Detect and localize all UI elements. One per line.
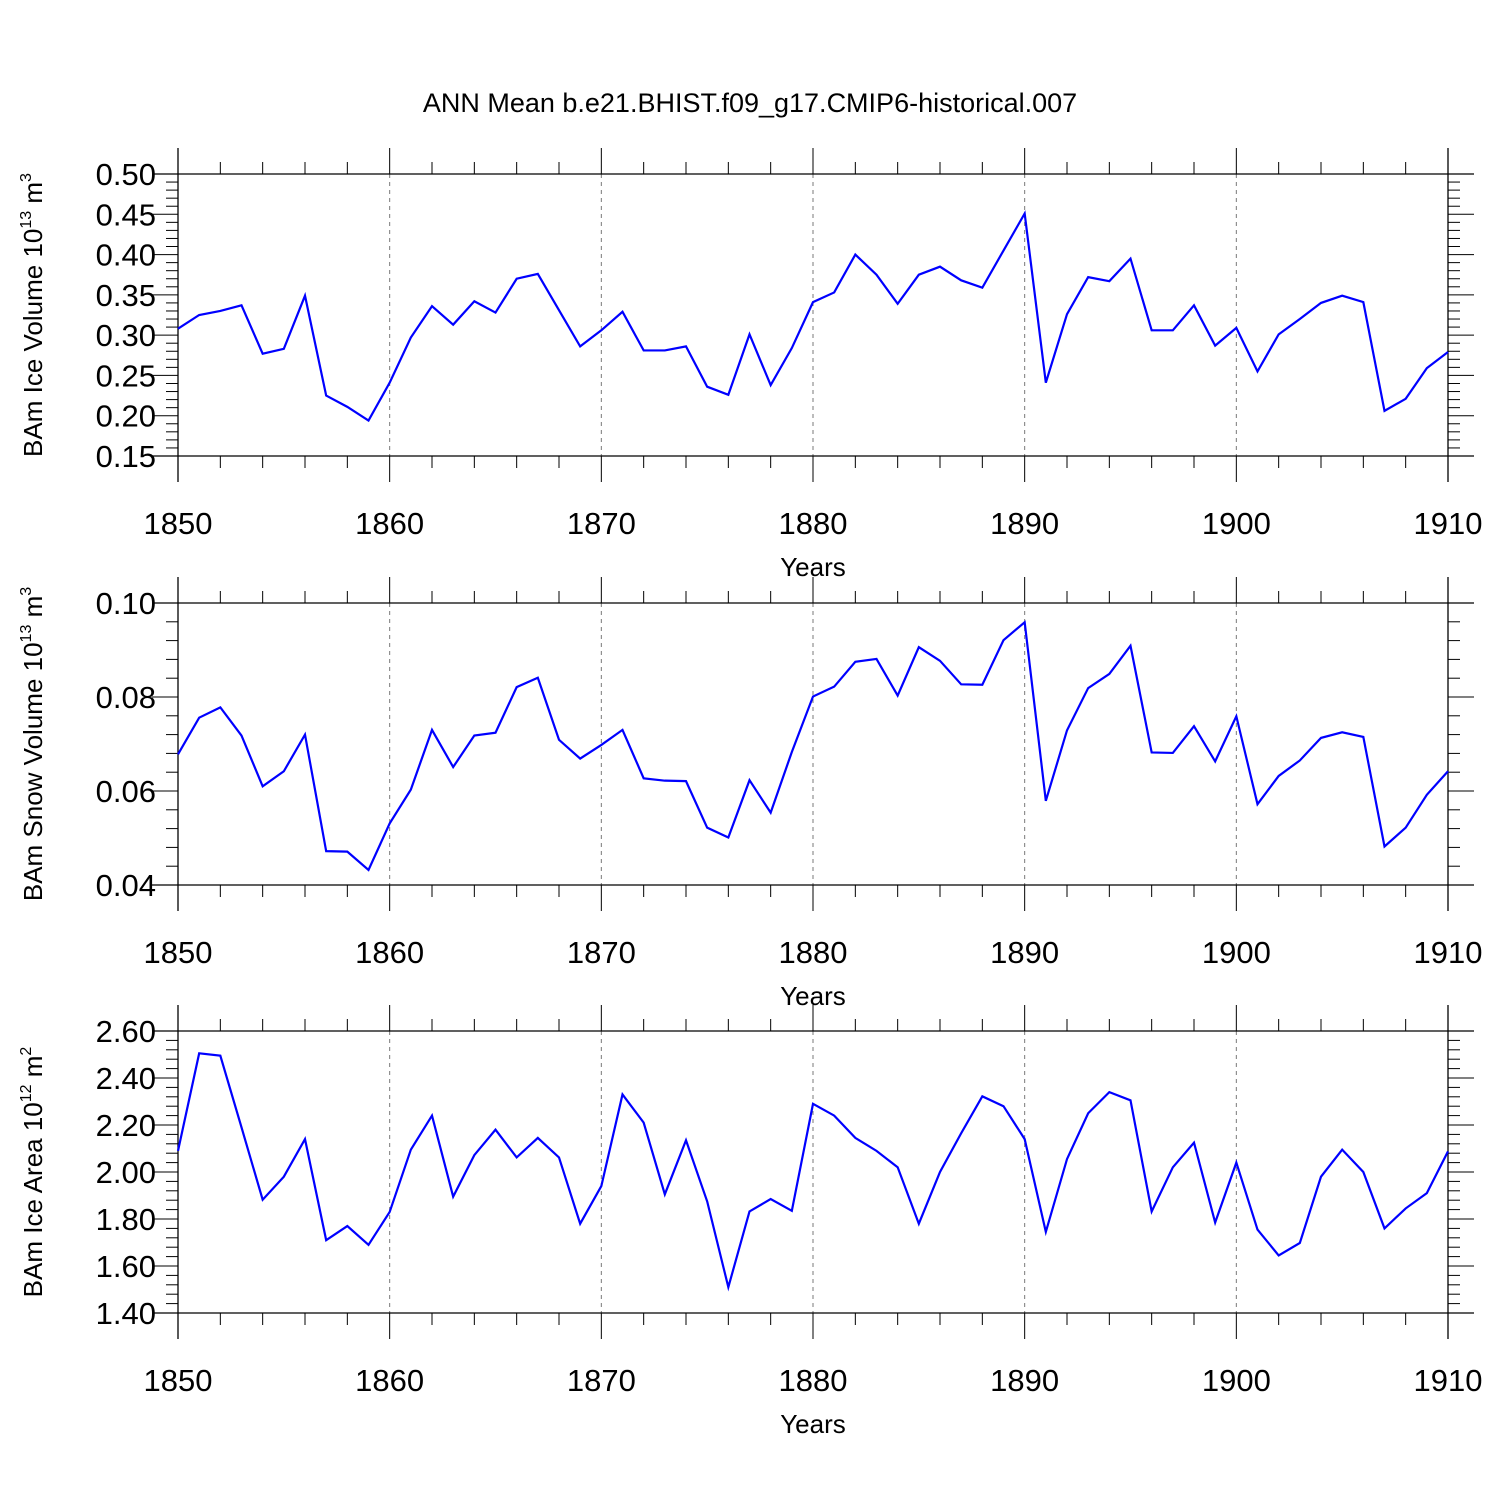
panel-2: 1850 1860 1870 1880 1890 1900 1910 0.04 0.06 0.08… [18,577,1482,1011]
x-tick-label: 1890 [990,935,1059,970]
x-tick-label: 1890 [990,506,1059,541]
x-tick-label: 1880 [779,1363,848,1398]
y-axis-label: BAm Ice Volume 1013 m3 [18,173,48,457]
y-tick-label: 2.20 [96,1108,156,1143]
x-tick-label: 1860 [355,1363,424,1398]
y-tick-label: 1.80 [96,1202,156,1237]
series-line [177,210,1449,423]
y-tick-label: 0.06 [96,774,156,809]
x-tick-label: 1860 [355,935,424,970]
y-tick-label: 0.30 [96,318,156,353]
y-axis-label: BAm Snow Volume 1013 m3 [18,587,48,901]
x-tick-label: 1910 [1414,506,1483,541]
x-tick-label: 1900 [1202,506,1271,541]
y-tick-label: 0.45 [96,197,156,232]
x-tick-label: 1850 [144,506,213,541]
y-tick-label: 2.60 [96,1014,156,1049]
x-tick-label: 1850 [144,1363,213,1398]
y-tick-label: 0.08 [96,680,156,715]
x-tick-label: 1880 [779,506,848,541]
x-tick-label: 1860 [355,506,424,541]
y-tick-label: 0.25 [96,358,156,393]
x-tick-label: 1850 [144,935,213,970]
y-tick-label: 0.15 [96,439,156,474]
y-tick-label: 0.40 [96,238,156,273]
x-tick-label: 1900 [1202,935,1271,970]
y-tick-label: 1.40 [96,1296,156,1331]
panel-3: 1850 1860 1870 1880 1890 1900 1910 1.40 1.60 1.80… [18,1005,1482,1439]
x-tick-label: 1880 [779,935,848,970]
panel-1: 1850 1860 1870 1880 1890 1900 1910 0.15 0.20 0.25… [18,148,1482,582]
x-tick-label: 1910 [1414,1363,1483,1398]
x-tick-label: 1910 [1414,935,1483,970]
chart-title: ANN Mean b.e21.BHIST.f09_g17.CMIP6-histo… [423,88,1077,118]
y-tick-label: 2.40 [96,1061,156,1096]
y-tick-label: 0.20 [96,399,156,434]
y-tick-label: 1.60 [96,1249,156,1284]
x-tick-label: 1870 [567,506,636,541]
y-tick-label: 0.35 [96,278,156,313]
x-axis-label: Years [780,1409,846,1439]
x-tick-label: 1870 [567,1363,636,1398]
series-line [177,620,1449,872]
y-tick-label: 0.10 [96,586,156,621]
x-tick-label: 1900 [1202,1363,1271,1398]
y-tick-label: 0.04 [96,868,156,903]
y-tick-label: 0.50 [96,157,156,192]
series-line [176,1052,1449,1292]
y-tick-label: 2.00 [96,1155,156,1190]
x-tick-label: 1870 [567,935,636,970]
y-axis-label: BAm Ice Area 1012 m2 [18,1047,48,1298]
x-tick-label: 1890 [990,1363,1059,1398]
